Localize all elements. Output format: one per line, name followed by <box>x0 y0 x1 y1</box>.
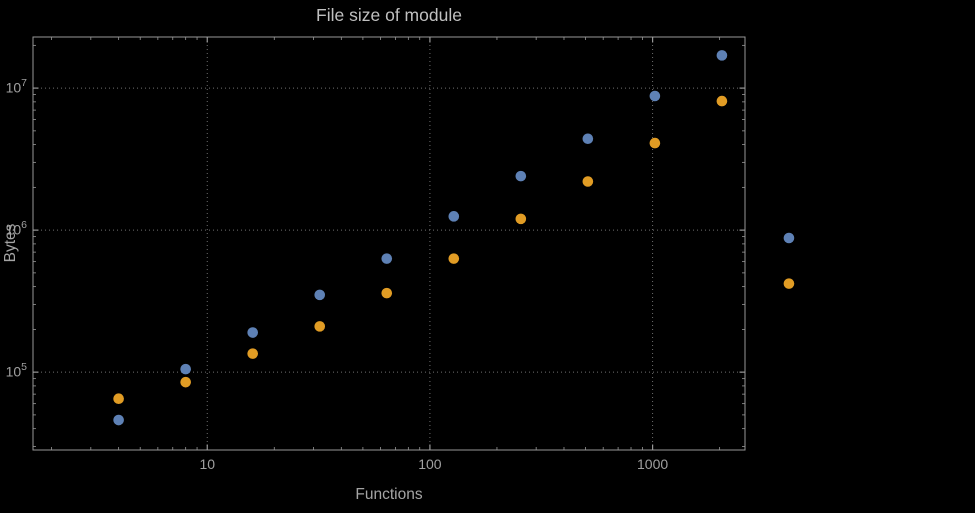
y-tick-label: 106 <box>6 219 28 238</box>
data-point-blue <box>649 90 661 102</box>
data-point-blue <box>716 50 728 61</box>
data-point-blue <box>113 414 124 426</box>
x-axis-label: Functions <box>355 486 423 503</box>
data-point-orange <box>113 393 124 405</box>
x-tick-label: 10 <box>199 456 215 472</box>
data-point-orange <box>582 176 594 187</box>
y-tick-label: 105 <box>6 361 28 380</box>
data-point-orange <box>716 95 728 107</box>
x-tick-label: 1000 <box>637 456 668 472</box>
data-point-blue <box>783 232 795 244</box>
data-point-blue <box>582 133 594 145</box>
data-point-orange <box>649 137 661 149</box>
data-point-blue <box>515 170 527 182</box>
plot-frame <box>32 36 746 451</box>
data-point-blue <box>448 211 460 222</box>
y-axis-label: Bytes <box>2 223 19 263</box>
chart-title: File size of module <box>316 5 462 25</box>
data-point-orange <box>515 213 527 225</box>
data-point-blue <box>180 363 191 375</box>
x-tick-label: 100 <box>418 456 442 472</box>
data-point-blue <box>381 253 393 264</box>
data-point-orange <box>783 278 795 289</box>
data-point-orange <box>314 321 326 332</box>
data-point-orange <box>448 253 460 264</box>
data-point-orange <box>247 348 258 359</box>
data-point-orange <box>381 287 393 299</box>
y-tick-label: 107 <box>6 77 28 96</box>
data-point-blue <box>247 327 258 338</box>
data-point-orange <box>180 376 191 388</box>
data-point-blue <box>314 289 326 301</box>
